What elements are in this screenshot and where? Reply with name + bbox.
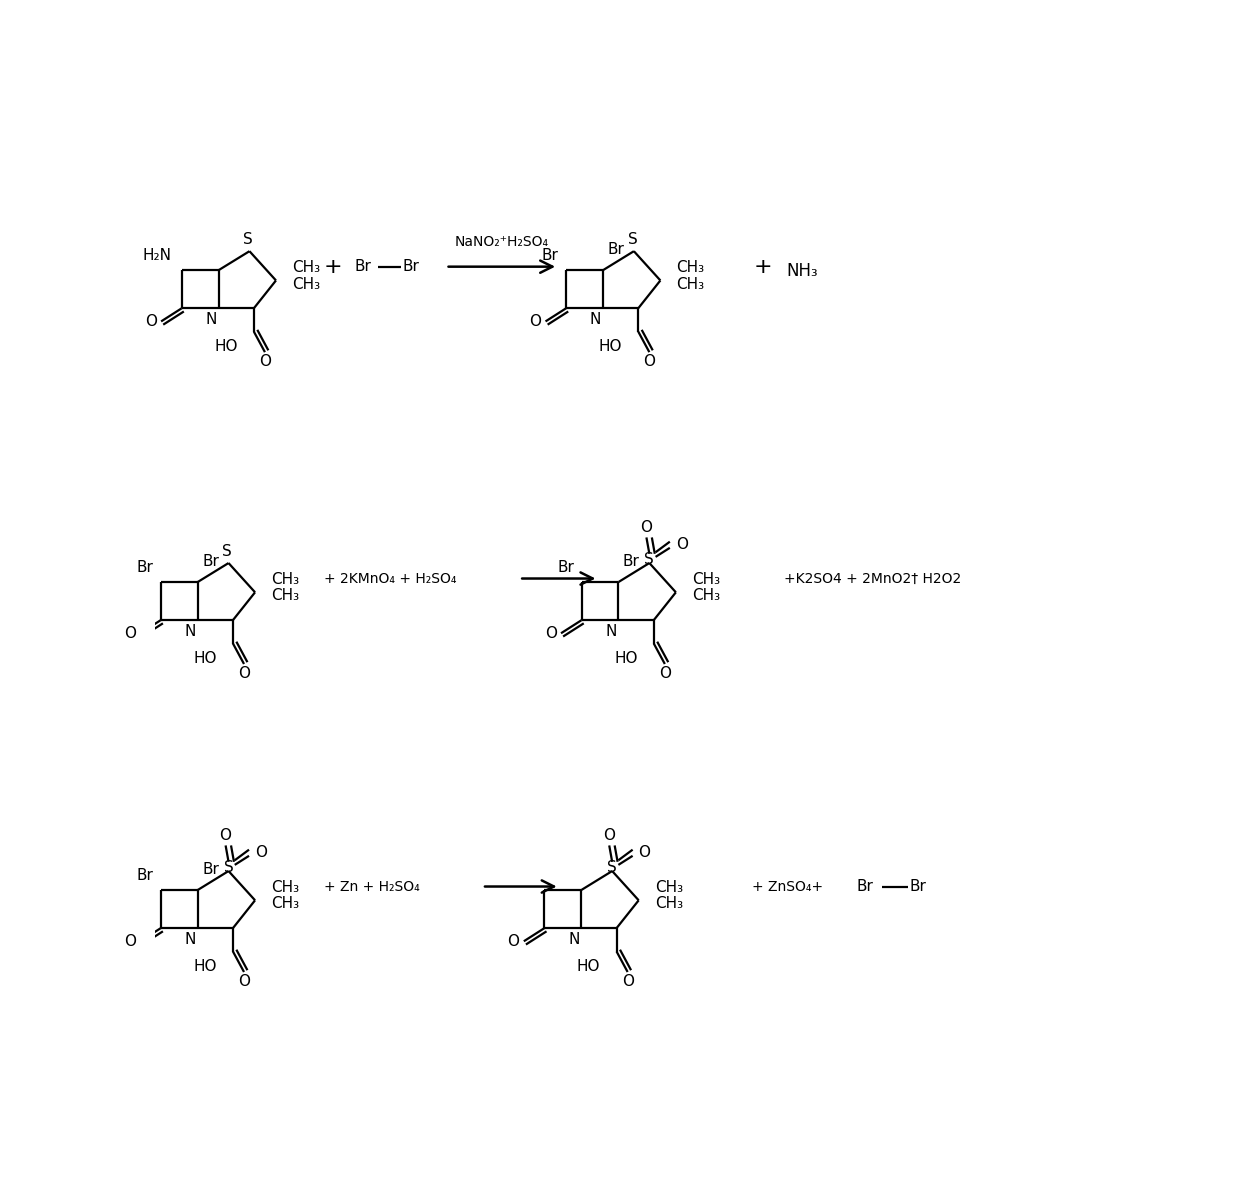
Text: CH₃: CH₃	[655, 897, 683, 911]
Text: + ZnSO₄+: + ZnSO₄+	[751, 880, 823, 893]
Text: N: N	[605, 624, 616, 638]
Text: N: N	[185, 624, 196, 638]
Text: O: O	[639, 845, 651, 861]
Text: HO: HO	[599, 339, 622, 353]
Text: Br: Br	[558, 560, 574, 575]
Text: O: O	[640, 520, 652, 535]
Text: CH₃: CH₃	[677, 276, 704, 292]
Text: Br: Br	[622, 554, 640, 569]
Text: O: O	[238, 666, 250, 682]
Text: Br: Br	[608, 243, 624, 257]
Text: HO: HO	[614, 650, 637, 666]
Text: Br: Br	[857, 879, 873, 894]
Text: S: S	[223, 859, 233, 875]
Text: O: O	[644, 355, 655, 369]
Text: O: O	[145, 314, 156, 329]
Text: HO: HO	[193, 650, 217, 666]
Text: CH₃: CH₃	[272, 572, 299, 587]
Text: Br: Br	[202, 862, 219, 877]
Text: S: S	[608, 859, 618, 875]
Text: CH₃: CH₃	[272, 897, 299, 911]
Text: O: O	[507, 934, 520, 948]
Text: O: O	[255, 845, 267, 861]
Text: CH₃: CH₃	[272, 589, 299, 603]
Text: O: O	[544, 626, 557, 641]
Text: S: S	[645, 552, 655, 567]
Text: + Zn + H₂SO₄: + Zn + H₂SO₄	[324, 880, 419, 893]
Text: CH₃: CH₃	[692, 572, 720, 587]
Text: NaNO₂⁺H₂SO₄: NaNO₂⁺H₂SO₄	[454, 236, 548, 249]
Text: CH₃: CH₃	[692, 589, 720, 603]
Text: O: O	[621, 974, 634, 989]
Text: CH₃: CH₃	[272, 880, 299, 894]
Text: CH₃: CH₃	[293, 276, 320, 292]
Text: CH₃: CH₃	[293, 260, 320, 275]
Text: HO: HO	[193, 959, 217, 974]
Text: Br: Br	[403, 260, 420, 274]
Text: N: N	[568, 932, 579, 946]
Text: + 2KMnO₄ + H₂SO₄: + 2KMnO₄ + H₂SO₄	[324, 571, 456, 585]
Text: O: O	[124, 626, 136, 641]
Text: N: N	[206, 311, 217, 327]
Text: O: O	[676, 537, 688, 552]
Text: O: O	[658, 666, 671, 682]
Text: Br: Br	[355, 260, 372, 274]
Text: N: N	[185, 932, 196, 946]
Text: Br: Br	[542, 248, 559, 263]
Text: +: +	[324, 257, 342, 276]
Text: H₂N: H₂N	[143, 248, 171, 263]
Text: O: O	[259, 355, 270, 369]
Text: CH₃: CH₃	[677, 260, 704, 275]
Text: O: O	[219, 828, 232, 844]
Text: S: S	[627, 232, 637, 246]
Text: +: +	[754, 257, 773, 276]
Text: HO: HO	[215, 339, 238, 353]
Text: O: O	[124, 934, 136, 948]
Text: S: S	[243, 232, 253, 246]
Text: O: O	[238, 974, 250, 989]
Text: Br: Br	[910, 879, 926, 894]
Text: Br: Br	[202, 554, 219, 569]
Text: N: N	[590, 311, 601, 327]
Text: CH₃: CH₃	[655, 880, 683, 894]
Text: Br: Br	[136, 868, 154, 883]
Text: NH₃: NH₃	[786, 262, 818, 280]
Text: Br: Br	[136, 560, 154, 575]
Text: O: O	[529, 314, 541, 329]
Text: +K2SO4 + 2MnO2† H2O2: +K2SO4 + 2MnO2† H2O2	[784, 571, 961, 585]
Text: O: O	[603, 828, 615, 844]
Text: S: S	[222, 543, 232, 559]
Text: HO: HO	[577, 959, 600, 974]
